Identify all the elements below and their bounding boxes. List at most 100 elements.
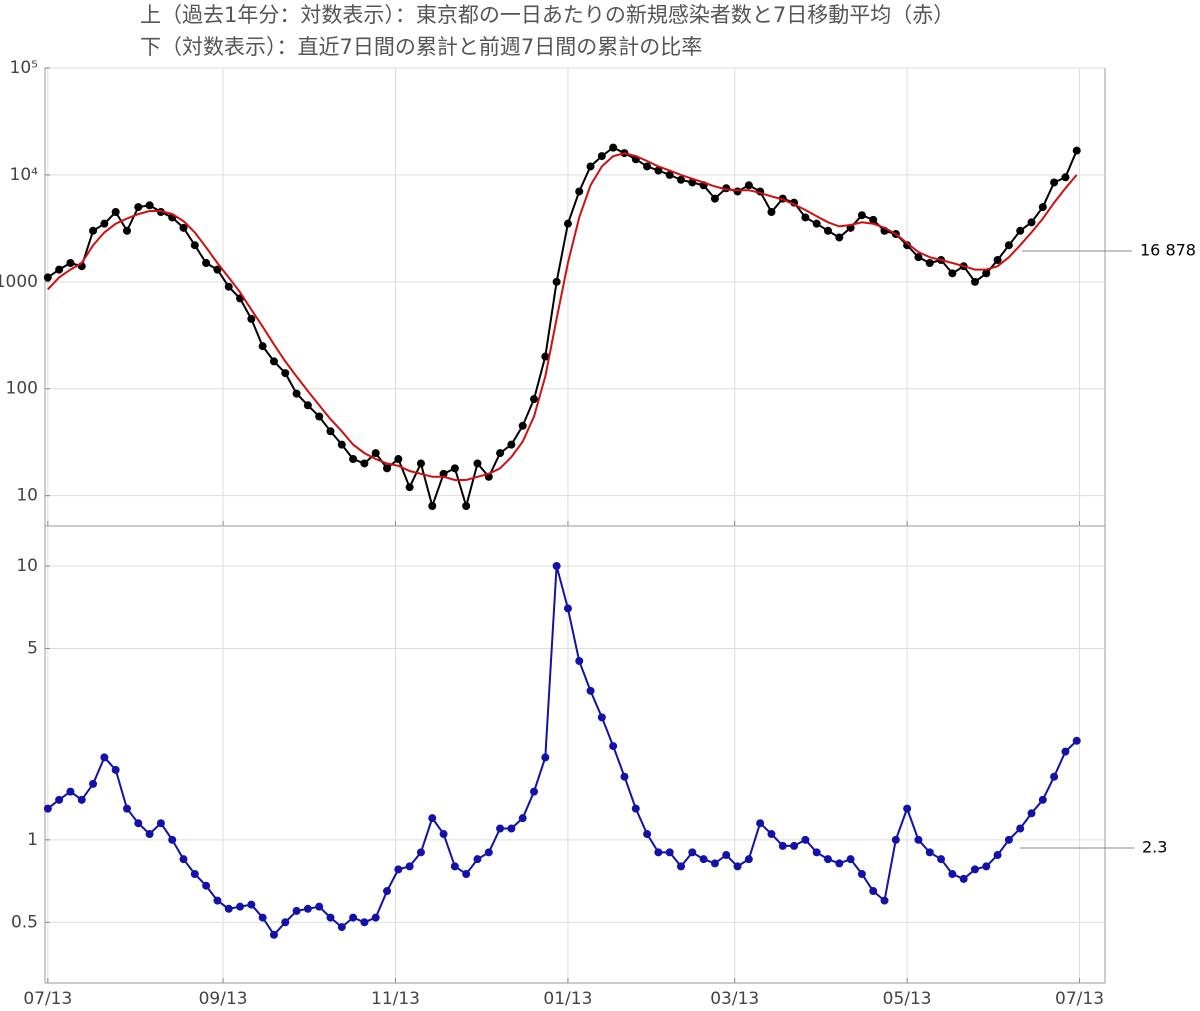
data-point <box>405 862 414 871</box>
data-point <box>507 440 516 449</box>
data-point <box>586 162 595 171</box>
data-point <box>1061 747 1070 756</box>
data-point <box>756 819 765 828</box>
data-point <box>710 859 719 868</box>
data-point <box>970 277 979 286</box>
x-tick-label: 05/13 <box>883 989 932 1009</box>
y-tick-label: 10⁵ <box>10 58 38 78</box>
x-tick-label: 09/13 <box>199 989 248 1009</box>
data-point <box>303 401 312 410</box>
data-point <box>1016 824 1025 833</box>
data-point <box>609 742 618 751</box>
data-point <box>179 223 188 232</box>
y-tick-label: 10 <box>16 556 38 576</box>
data-point <box>303 904 312 913</box>
data-point <box>948 269 957 278</box>
data-point <box>552 277 561 286</box>
data-point <box>473 855 482 864</box>
data-point <box>394 865 403 874</box>
data-point <box>224 282 233 291</box>
data-point <box>66 258 75 267</box>
data-point <box>315 412 324 421</box>
data-point <box>55 795 64 804</box>
data-point <box>563 219 572 228</box>
data-point <box>1027 218 1036 227</box>
data-point <box>643 830 652 839</box>
y-tick-label: 10⁴ <box>10 165 39 185</box>
data-point <box>1038 203 1047 212</box>
data-point <box>857 211 866 220</box>
data-point <box>269 357 278 366</box>
data-point <box>982 862 991 871</box>
data-point <box>100 219 109 228</box>
data-point <box>869 887 878 896</box>
series-line <box>47 146 1078 510</box>
y-tick-label: 100 <box>6 379 38 399</box>
data-point <box>315 902 324 911</box>
data-point <box>835 233 844 242</box>
data-point <box>903 804 912 813</box>
data-point <box>654 166 663 175</box>
data-point <box>801 835 810 844</box>
data-point <box>168 835 177 844</box>
data-point <box>43 273 52 282</box>
data-point <box>156 819 165 828</box>
data-point <box>665 170 674 179</box>
data-point <box>55 265 64 274</box>
data-point <box>1050 178 1059 187</box>
data-point <box>122 226 131 235</box>
data-point <box>337 440 346 449</box>
data-point <box>654 848 663 857</box>
data-point <box>677 862 685 871</box>
data-point <box>100 753 109 762</box>
data-point <box>767 207 776 216</box>
x-tick-label: 11/13 <box>371 989 420 1009</box>
data-point <box>439 830 448 839</box>
data-point <box>948 870 957 879</box>
data-point <box>462 501 471 510</box>
data-point <box>982 269 991 278</box>
plot-frame <box>44 525 1106 984</box>
data-point <box>507 824 516 833</box>
data-point <box>1016 226 1025 235</box>
series-line <box>47 152 1078 481</box>
data-point <box>518 421 527 430</box>
data-point <box>643 162 652 171</box>
data-point <box>993 851 1002 860</box>
data-point <box>620 772 629 781</box>
data-point <box>247 900 256 909</box>
data-point <box>744 855 753 864</box>
data-point <box>801 213 810 222</box>
data-point <box>349 455 358 464</box>
data-point <box>496 449 505 458</box>
data-point <box>190 870 199 879</box>
data-point <box>213 896 222 905</box>
data-point <box>1004 835 1013 844</box>
data-point <box>190 241 199 250</box>
data-point <box>530 395 539 404</box>
data-point <box>89 779 98 788</box>
data-point <box>597 152 606 161</box>
data-point <box>371 913 380 922</box>
data-point <box>473 459 482 468</box>
data-point <box>733 862 742 871</box>
x-tick-label: 07/13 <box>1055 989 1104 1009</box>
data-point <box>134 203 143 212</box>
data-point <box>677 175 685 184</box>
data-point <box>609 143 618 152</box>
data-point <box>597 713 606 722</box>
data-point <box>1004 241 1013 250</box>
data-point <box>145 830 154 839</box>
data-point <box>846 855 855 864</box>
data-point <box>710 194 719 203</box>
data-point <box>665 848 674 857</box>
data-point <box>134 819 143 828</box>
data-point <box>360 918 369 927</box>
data-point <box>722 851 731 860</box>
data-point <box>823 226 832 235</box>
data-point <box>349 913 358 922</box>
data-point <box>823 855 832 864</box>
data-point <box>258 913 267 922</box>
plot-frame <box>44 67 1106 527</box>
